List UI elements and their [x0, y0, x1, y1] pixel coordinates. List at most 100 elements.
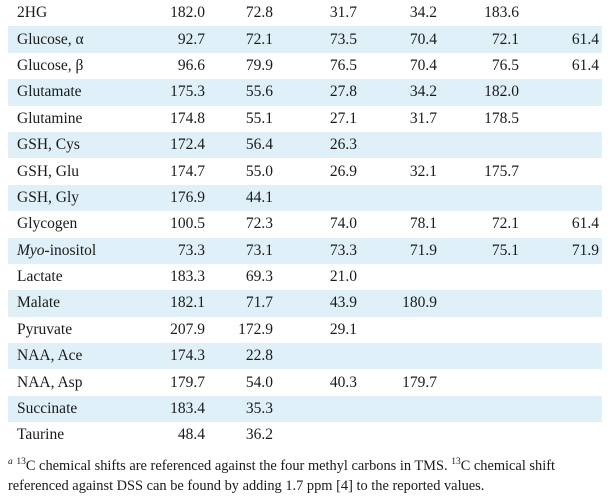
shift-value-cell [437, 422, 519, 448]
shift-value-cell [519, 264, 602, 290]
shift-value-cell: 73.1 [245, 241, 273, 259]
shift-value-cell: 29.1 [329, 320, 357, 338]
shift-value-cell [519, 106, 602, 132]
shift-value-cell: 56.4 [245, 136, 273, 154]
metabolite-name-cell: Glucose, β [8, 53, 139, 79]
shift-value-cell: 183.3 [170, 268, 205, 286]
shift-value-cell: 26.9 [329, 162, 357, 180]
metabolite-name: Glutamate [17, 83, 82, 101]
shift-value-cell: 74.0 [329, 215, 357, 233]
shift-value-cell [519, 343, 602, 369]
shift-value-cell: 175.7 [484, 162, 519, 180]
footnote-marker: a [8, 457, 13, 468]
shift-value-cell: 61.4 [571, 56, 599, 74]
table-row: Glucose, β 96.6 79.9 76.5 70.4 76.5 61.4 [8, 53, 602, 79]
shift-value-cell: 31.7 [409, 109, 437, 127]
shift-value-cell: 207.9 [170, 320, 205, 338]
metabolite-name-cell: Pyruvate [8, 317, 139, 343]
metabolite-name: Pyruvate [17, 320, 73, 338]
shift-value-cell: 61.4 [571, 215, 599, 233]
shift-value-cell [437, 369, 519, 395]
shift-value-cell: 70.4 [409, 30, 437, 48]
metabolite-name: -inositol [44, 241, 97, 259]
shift-value-cell: 76.5 [491, 56, 519, 74]
shift-value-cell: 172.4 [170, 136, 205, 154]
shift-value-cell: 40.3 [329, 373, 357, 391]
shift-value-cell: 69.3 [245, 268, 273, 286]
table-body: 2HG 182.0 72.8 31.7 34.2 183.6 Glucose, α 92.7 7… [8, 0, 602, 449]
metabolite-name-cell: Glutamate [8, 79, 139, 105]
shift-value-cell [357, 317, 437, 343]
shift-value-cell: 71.9 [409, 241, 437, 259]
shift-value-cell [519, 132, 602, 158]
shift-value-cell: 54.0 [245, 373, 273, 391]
metabolite-name: 2HG [17, 4, 48, 22]
shift-value-cell [519, 158, 602, 184]
shift-value-cell: 44.1 [245, 188, 273, 206]
shift-value-cell: 183.4 [170, 400, 205, 418]
table-row: Taurine 48.4 36.2 [8, 422, 602, 448]
shift-value-cell: 175.3 [170, 83, 205, 101]
shift-value-cell: 26.3 [329, 136, 357, 154]
metabolite-name: GSH, Glu [17, 162, 80, 180]
metabolite-name: NAA, Ace [17, 347, 83, 365]
shift-value-cell: 73.5 [329, 30, 357, 48]
shift-value-cell [357, 343, 437, 369]
shift-value-cell: 182.1 [170, 294, 205, 312]
metabolite-name: Glucose, β [17, 56, 84, 74]
shift-value-cell: 96.6 [177, 56, 205, 74]
table-row: Malate 182.1 71.7 43.9 180.9 [8, 290, 602, 317]
shift-value-cell: 179.7 [170, 373, 205, 391]
shift-value-cell: 27.1 [329, 109, 357, 127]
shift-value-cell: 43.9 [329, 294, 357, 312]
shift-value-cell: 70.4 [409, 56, 437, 74]
shift-value-cell [437, 396, 519, 422]
shift-value-cell [437, 343, 519, 369]
table-row: GSH, Gly 176.9 44.1 [8, 184, 602, 212]
shift-value-cell [437, 185, 519, 211]
shift-value-cell: 182.0 [170, 4, 205, 22]
footnote-text-part2: C chemical shift referenced against DSS … [8, 458, 555, 494]
metabolite-name-cell: NAA, Asp [8, 369, 139, 395]
shift-value-cell: 72.8 [245, 4, 273, 22]
shift-value-cell: 179.7 [402, 373, 437, 391]
shift-value-cell: 32.1 [409, 162, 437, 180]
shift-value-cell [519, 422, 602, 448]
shift-value-cell: 36.2 [245, 426, 273, 444]
shift-value-cell: 55.0 [245, 162, 273, 180]
metabolite-name: GSH, Cys [17, 136, 80, 154]
shift-value-cell: 76.5 [329, 56, 357, 74]
shift-value-cell: 73.3 [177, 241, 205, 259]
footnote-isotope-superscript: 13 [16, 457, 26, 468]
shift-value-cell: 71.9 [571, 241, 599, 259]
shift-value-cell: 75.1 [491, 241, 519, 259]
shift-value-cell: 34.2 [409, 4, 437, 22]
shift-value-cell: 180.9 [402, 294, 437, 312]
metabolite-name-cell: Glycogen [8, 211, 139, 237]
shift-value-cell: 31.7 [329, 4, 357, 22]
shift-value-cell [437, 264, 519, 290]
shift-value-cell: 34.2 [409, 83, 437, 101]
table-row: Glutamate 175.3 55.6 27.8 34.2 182.0 [8, 79, 602, 106]
shift-value-cell [519, 185, 602, 211]
chemical-shift-table: 2HG 182.0 72.8 31.7 34.2 183.6 Glucose, α 92.7 7… [8, 0, 602, 449]
table-row: Succinate 183.4 35.3 [8, 395, 602, 423]
shift-value-cell: 72.3 [245, 215, 273, 233]
shift-value-cell [357, 185, 437, 211]
shift-value-cell: 55.1 [245, 109, 273, 127]
shift-value-cell: 183.6 [484, 4, 519, 22]
shift-value-cell: 79.9 [245, 56, 273, 74]
shift-value-cell [519, 79, 602, 105]
shift-value-cell [357, 132, 437, 158]
table-footnote: a 13C chemical shifts are referenced aga… [8, 456, 606, 496]
shift-value-cell: 92.7 [177, 30, 205, 48]
shift-value-cell: 72.1 [491, 30, 519, 48]
shift-value-cell: 22.8 [245, 347, 273, 365]
shift-value-cell [437, 317, 519, 343]
metabolite-name: NAA, Asp [17, 373, 83, 391]
metabolite-name-cell: Glutamine [8, 106, 139, 132]
shift-value-cell [273, 343, 357, 369]
metabolite-name: Taurine [17, 426, 65, 444]
shift-value-cell: 27.8 [329, 83, 357, 101]
metabolite-name-cell: Malate [8, 290, 139, 316]
